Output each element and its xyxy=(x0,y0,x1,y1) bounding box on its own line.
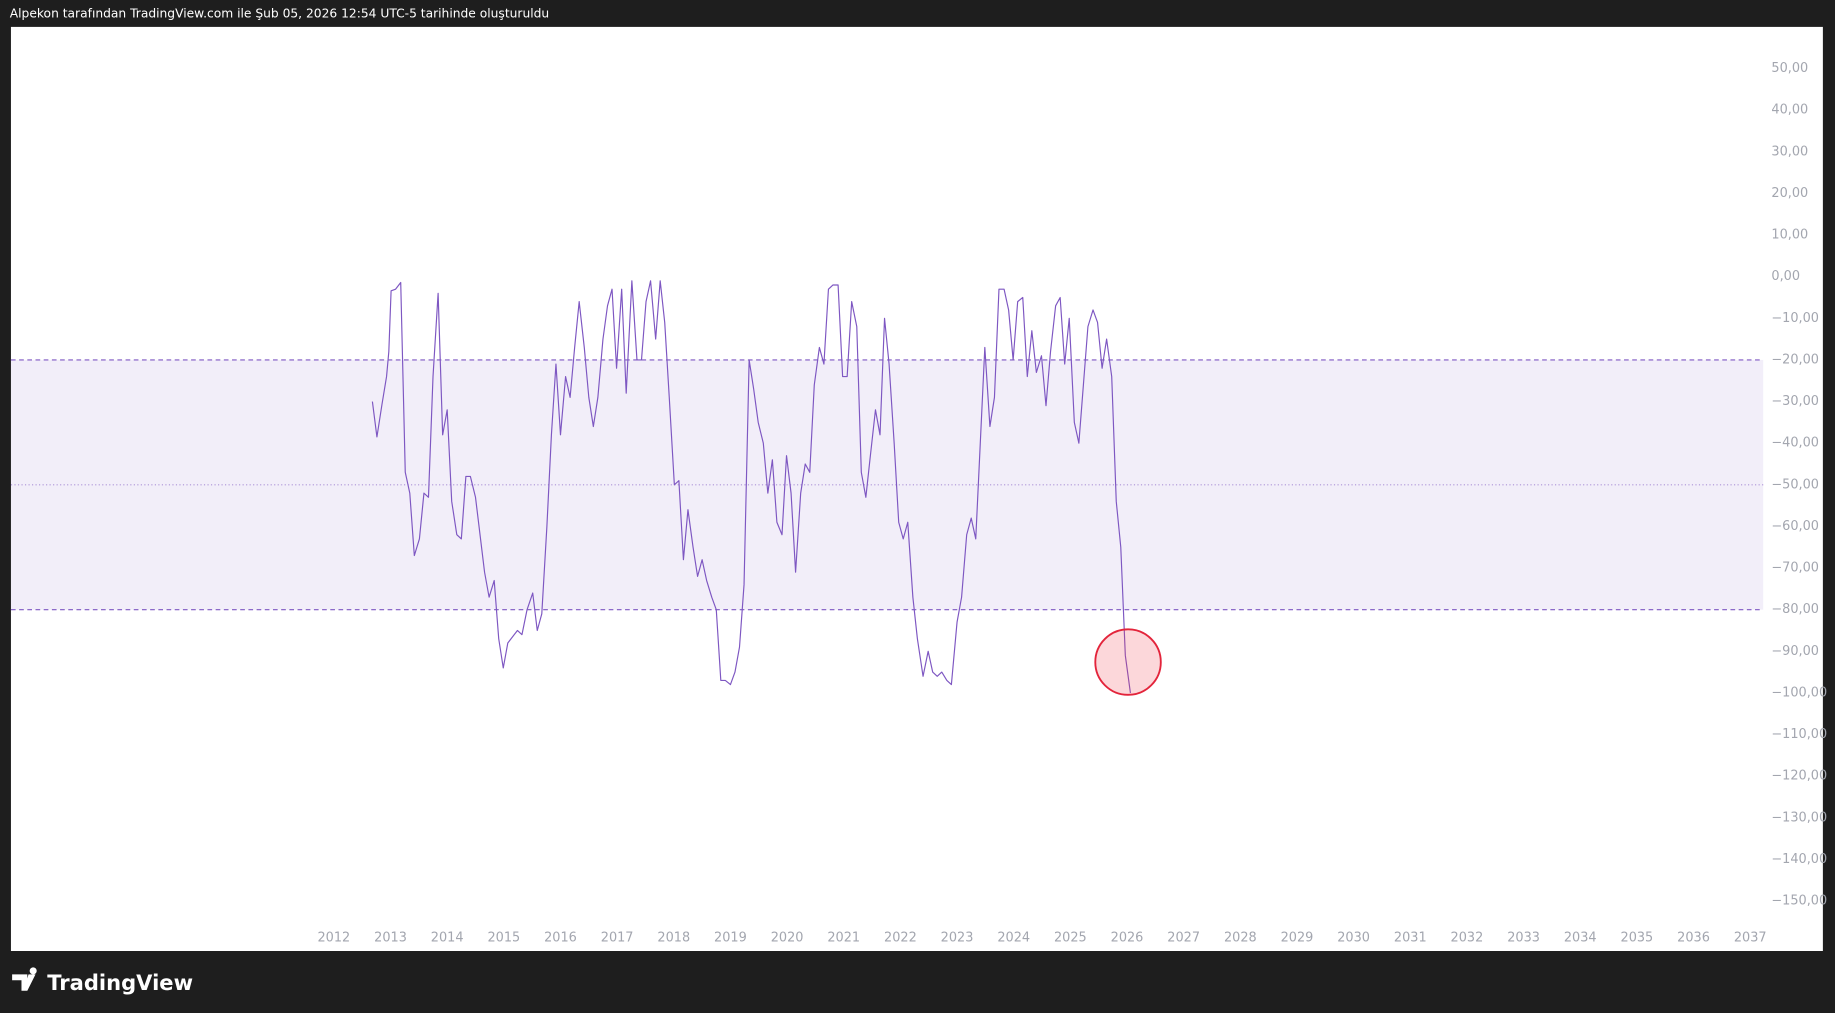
y-tick-label: −60,00 xyxy=(1771,519,1819,534)
x-tick-label: 2037 xyxy=(1734,931,1767,946)
y-tick-label: −100,00 xyxy=(1771,685,1827,700)
x-tick-label: 2034 xyxy=(1564,931,1597,946)
y-tick-label: −150,00 xyxy=(1771,894,1827,909)
y-tick-label: 10,00 xyxy=(1771,228,1808,243)
x-tick-label: 2025 xyxy=(1054,931,1087,946)
x-tick-label: 2019 xyxy=(714,931,747,946)
band-fill xyxy=(10,359,1764,610)
x-tick-label: 2020 xyxy=(771,931,804,946)
y-tick-label: −120,00 xyxy=(1771,769,1827,784)
x-tick-label: 2023 xyxy=(941,931,974,946)
y-tick-label: −20,00 xyxy=(1771,352,1819,367)
x-tick-label: 2031 xyxy=(1394,931,1427,946)
x-tick-label: 2015 xyxy=(487,931,520,946)
x-tick-label: 2018 xyxy=(657,931,690,946)
y-tick-label: −110,00 xyxy=(1771,727,1827,742)
x-tick-label: 2022 xyxy=(884,931,917,946)
x-tick-label: 2032 xyxy=(1451,931,1484,946)
highlight-circle xyxy=(1094,628,1162,696)
x-tick-label: 2017 xyxy=(601,931,634,946)
y-tick-label: 30,00 xyxy=(1771,144,1808,159)
header-caption: Alpekon tarafından TradingView.com ile Ş… xyxy=(10,7,549,21)
plot-background xyxy=(10,26,1823,952)
x-tick-label: 2036 xyxy=(1677,931,1710,946)
y-tick-label: −40,00 xyxy=(1771,436,1819,451)
logo-text: TradingView xyxy=(47,970,193,995)
y-tick-label: −30,00 xyxy=(1771,394,1819,409)
x-tick-label: 2014 xyxy=(431,931,464,946)
y-tick-label: −90,00 xyxy=(1771,644,1819,659)
y-tick-label: −140,00 xyxy=(1771,852,1827,867)
x-tick-label: 2033 xyxy=(1507,931,1540,946)
y-tick-label: −130,00 xyxy=(1771,810,1827,825)
x-tick-label: 2013 xyxy=(374,931,407,946)
y-tick-label: 50,00 xyxy=(1771,61,1808,76)
plot-layer: 50,00 40,00 30,00 20,00 10,00 0,00 −10,00 −20,0… xyxy=(10,61,1827,946)
y-tick-label: −50,00 xyxy=(1771,477,1819,492)
x-tick-label: 2029 xyxy=(1281,931,1314,946)
y-tick-label: 40,00 xyxy=(1771,103,1808,118)
x-tick-label: 2024 xyxy=(997,931,1030,946)
x-tick-label: 2012 xyxy=(318,931,351,946)
x-tick-label: 2027 xyxy=(1167,931,1200,946)
y-tick-label: 20,00 xyxy=(1771,186,1808,201)
y-tick-label: −70,00 xyxy=(1771,561,1819,576)
x-tick-label: 2028 xyxy=(1224,931,1257,946)
y-tick-label: −80,00 xyxy=(1771,602,1819,617)
logo-icon xyxy=(12,967,37,991)
x-tick-label: 2035 xyxy=(1621,931,1654,946)
indicator-line xyxy=(371,280,1131,694)
x-tick-label: 2026 xyxy=(1111,931,1144,946)
x-tick-label: 2016 xyxy=(544,931,577,946)
x-tick-label: 2021 xyxy=(827,931,860,946)
x-tick-label: 2030 xyxy=(1337,931,1370,946)
y-tick-label: 0,00 xyxy=(1771,269,1800,284)
footer-logo: TradingView xyxy=(12,967,193,995)
y-tick-label: −10,00 xyxy=(1771,311,1819,326)
